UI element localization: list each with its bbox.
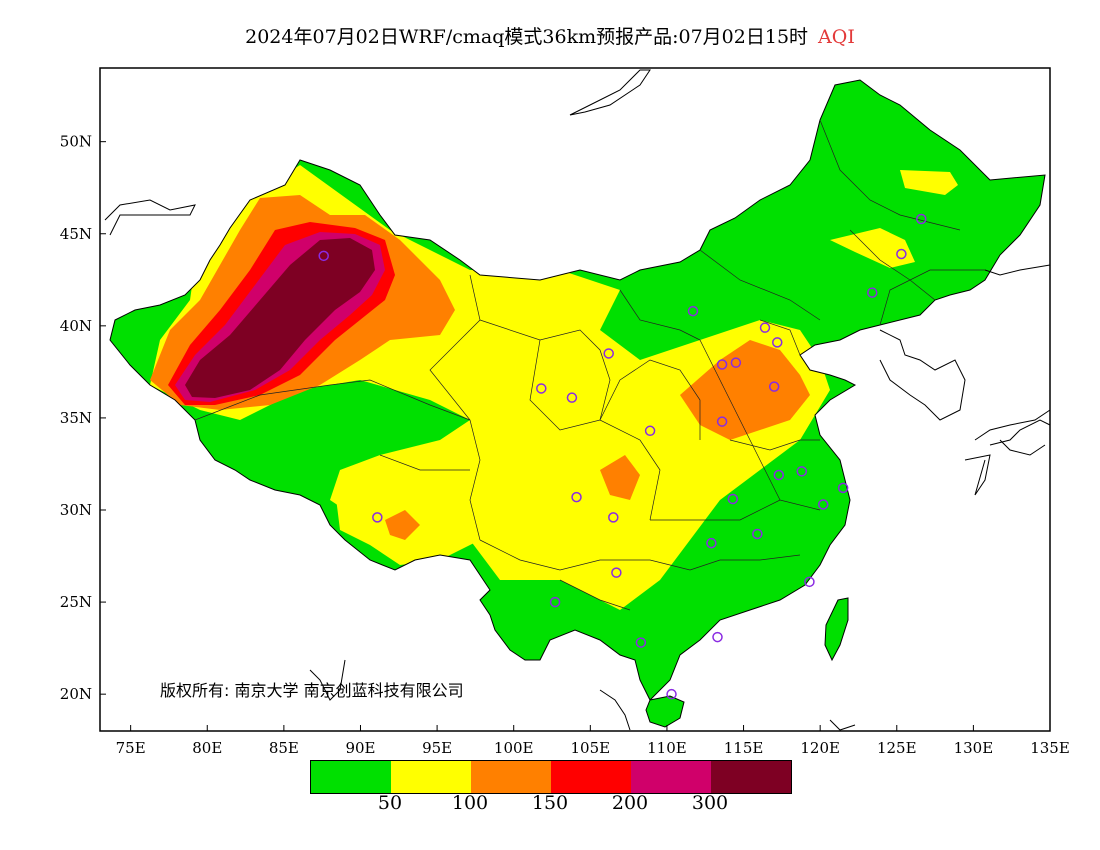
latitude-axis: 20N 25N 30N 35N 40N 45N 50N [60,133,106,703]
aqi-usg-huabei [680,340,810,440]
station-marker [768,381,780,392]
station-marker [635,637,647,648]
legend-label: 300 [691,792,729,814]
neighbor-coastlines [104,69,1051,731]
lon-tick-label: 135E [1030,739,1070,757]
longitude-axis: 75E 80E 85E 90E 95E 100E 105E 110E 115E 120E 125E 1… [116,725,1070,757]
monitoring-stations [318,213,927,700]
legend-swatch-1 [391,761,471,793]
aqi-color-legend [310,760,792,794]
lon-tick-label: 75E [116,739,146,757]
taiwan-island [824,597,849,662]
station-marker [772,337,783,348]
legend-swatch-4 [631,761,711,793]
station-marker [759,322,771,333]
lon-tick-label: 80E [192,739,222,757]
station-marker [837,482,849,494]
lon-tick-label: 115E [724,739,764,757]
station-marker [318,250,329,262]
station-marker [549,596,561,608]
lat-tick-label: 20N [60,685,92,703]
aqi-moderate-northeast [830,228,915,268]
lon-tick-label: 90E [345,739,375,757]
hainan-island [645,695,685,728]
station-marker [730,357,742,368]
lon-tick-label: 95E [422,739,452,757]
lat-tick-label: 50N [60,133,92,151]
aqi-usg-tibet [385,510,420,540]
map-title: 2024年07月02日WRF/cmaq模式36km预报产品:07月02日15时 A… [0,22,1100,49]
station-marker [706,537,717,549]
copyright-text: 版权所有: 南京大学 南京创蓝科技有限公司 [160,681,464,700]
aqi-hazardous-taklamakan [185,238,375,398]
lat-tick-label: 40N [60,317,92,335]
station-marker [566,392,578,403]
legend-label: 100 [451,792,489,814]
station-marker [644,425,656,437]
legend-label: 50 [377,792,403,814]
aqi-usg-sichuan [600,455,640,500]
station-marker [773,469,785,481]
station-marker [896,248,907,260]
station-marker [666,688,677,700]
lat-tick-label: 25N [60,593,92,611]
aqi-moderate-inner-mongolia [900,170,958,195]
station-marker [796,466,808,477]
station-marker [716,359,728,370]
station-marker [372,512,383,523]
legend-label: 150 [531,792,569,814]
station-marker [716,416,728,427]
legend-swatch-5 [711,761,791,793]
lon-tick-label: 120E [800,739,840,757]
lon-tick-label: 100E [494,739,534,757]
legend-swatch-3 [551,761,631,793]
map-frame [99,67,1051,732]
lon-tick-label: 105E [571,739,611,757]
aqi-field [110,80,1045,700]
lat-tick-label: 35N [60,409,92,427]
station-marker [536,383,547,394]
lon-tick-label: 85E [269,739,299,757]
station-marker [752,528,763,540]
lon-tick-label: 125E [877,739,917,757]
station-marker [712,631,723,643]
legend-swatch-2 [471,761,551,793]
station-marker [611,567,622,578]
station-marker [867,287,878,298]
station-marker [916,213,927,225]
station-marker [727,493,739,505]
lat-tick-label: 30N [60,501,92,519]
title-variable: AQI [818,26,855,48]
station-marker [571,491,582,503]
legend-labels: 50 100 150 200 300 [310,792,810,816]
legend-label: 200 [611,792,649,814]
station-marker [687,305,699,317]
lat-tick-label: 45N [60,225,92,243]
station-marker [608,512,619,523]
station-marker [804,576,815,588]
station-marker [817,499,829,510]
station-marker [603,348,614,359]
lon-tick-label: 130E [954,739,994,757]
province-borders [194,119,985,611]
title-text: 2024年07月02日WRF/cmaq模式36km预报产品:07月02日15时 [245,26,809,48]
legend-swatch-0 [311,761,391,793]
lon-tick-label: 110E [647,739,687,757]
